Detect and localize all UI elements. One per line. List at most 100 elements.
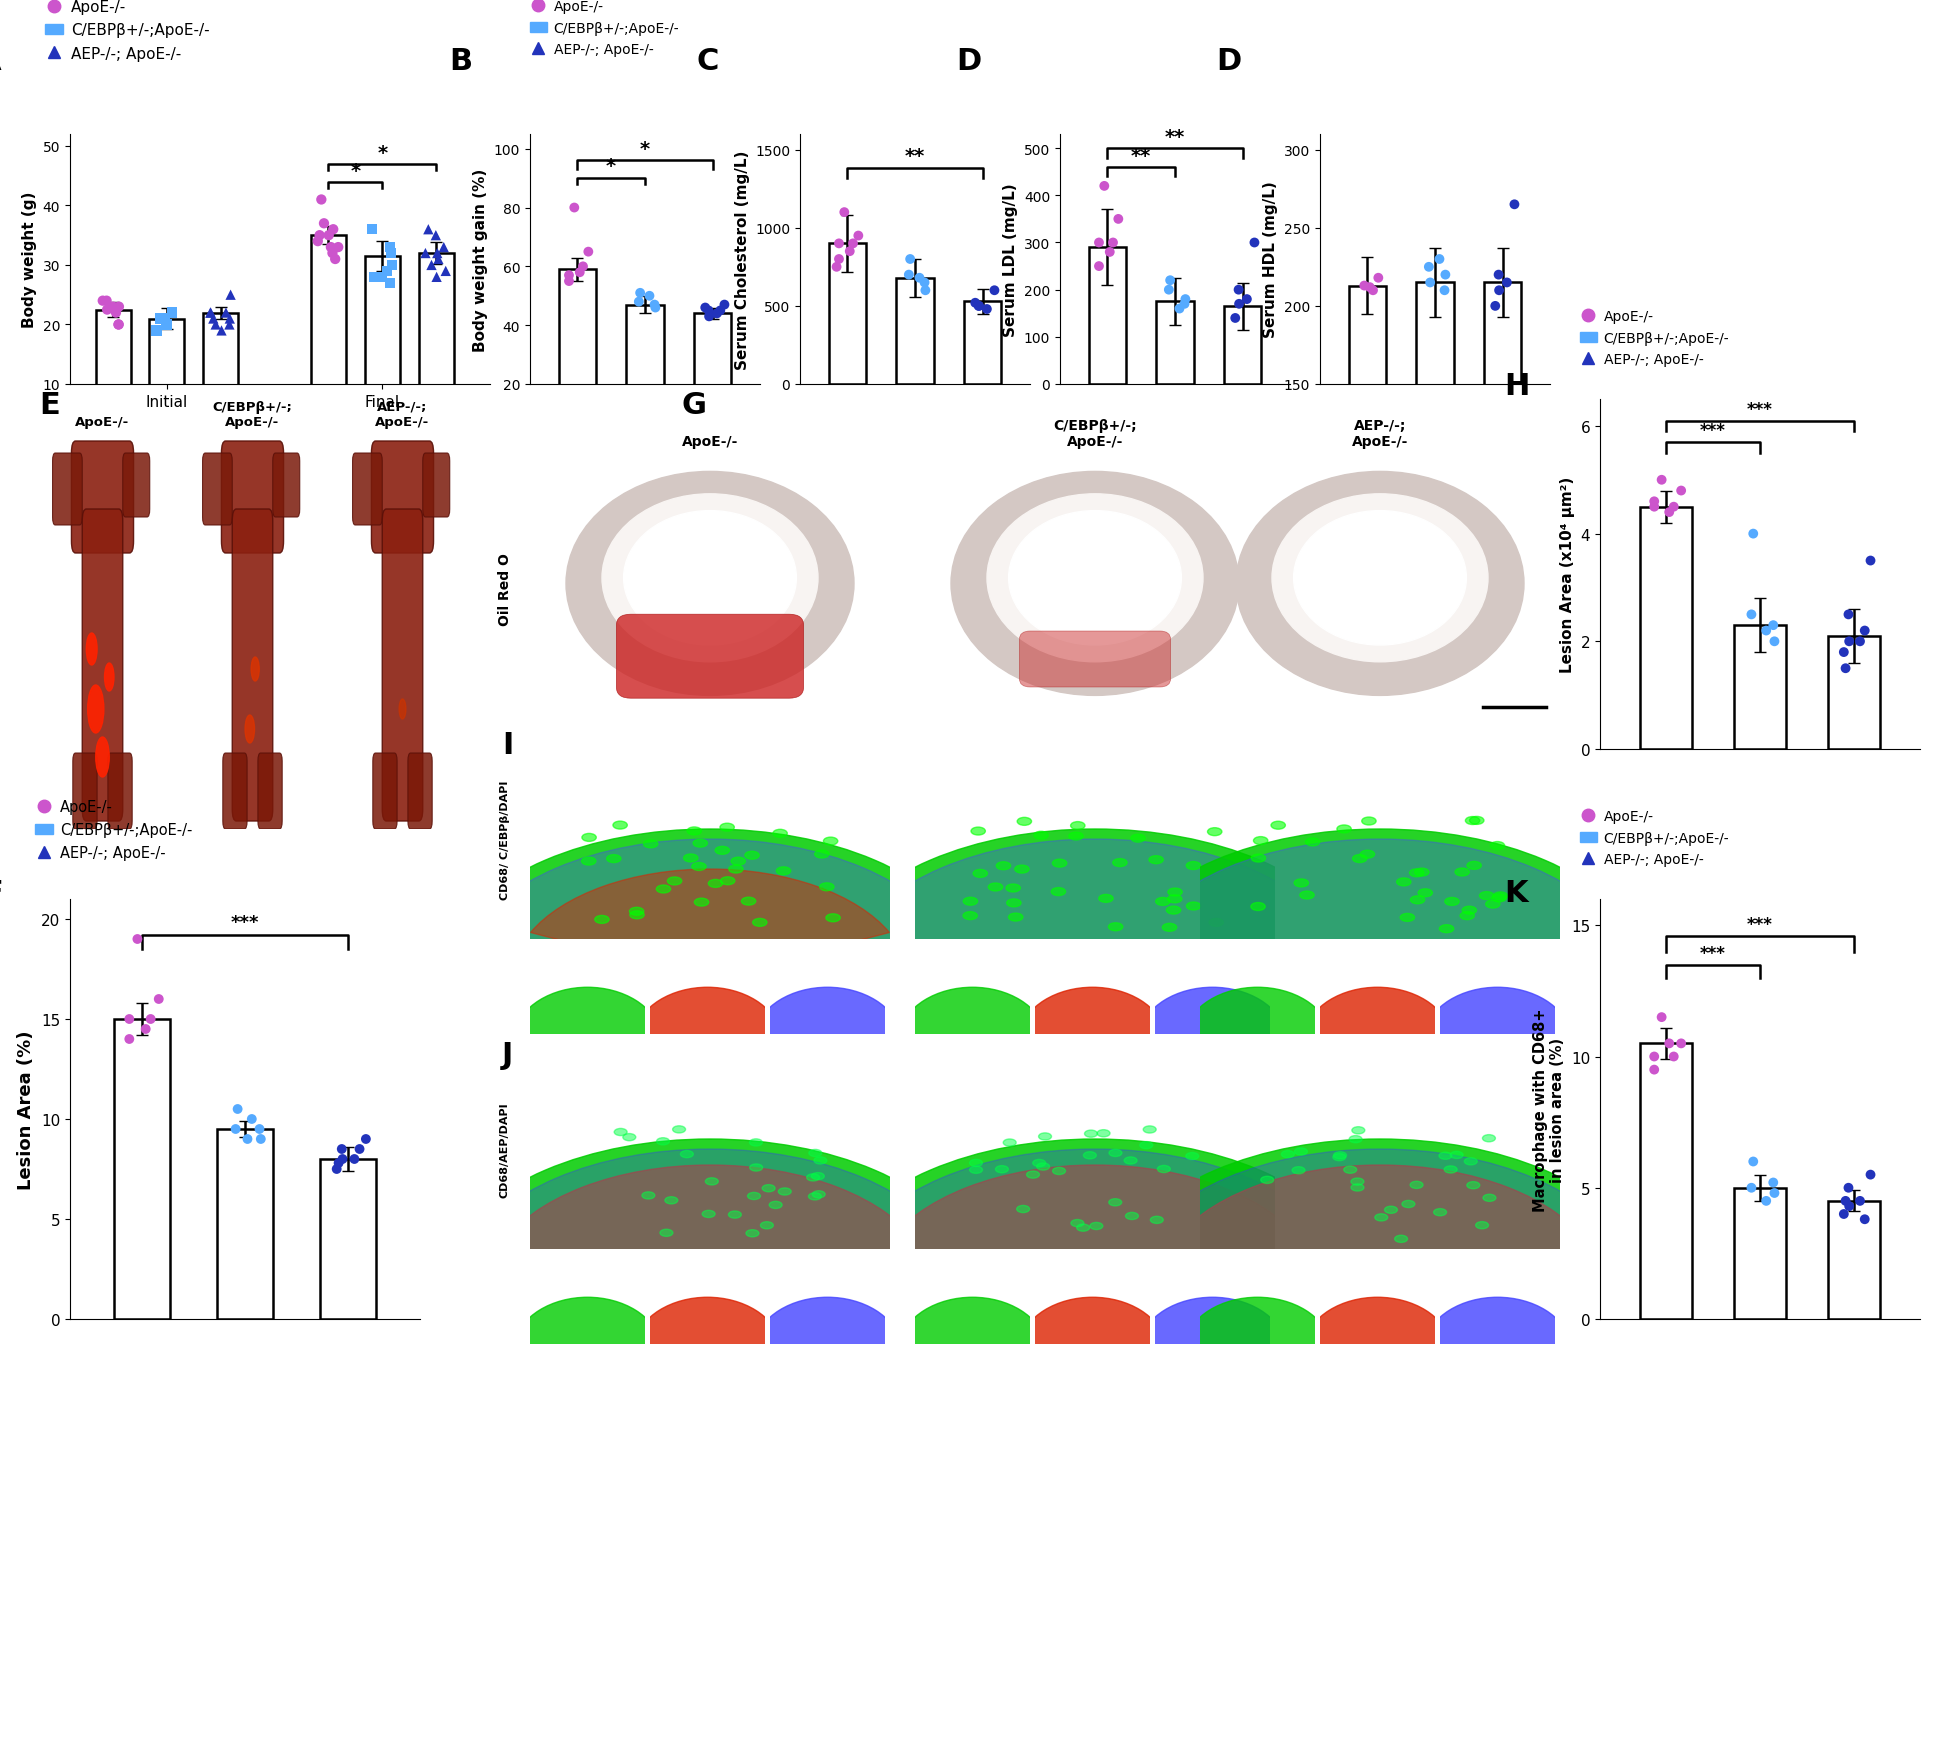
Circle shape bbox=[623, 511, 796, 645]
Point bbox=[564, 259, 595, 287]
Wedge shape bbox=[835, 1139, 1356, 1289]
Circle shape bbox=[1251, 903, 1265, 911]
Point bbox=[323, 1149, 354, 1177]
Circle shape bbox=[656, 1137, 669, 1146]
Y-axis label: Macrophage with CD68+
in lesion area (%): Macrophage with CD68+ in lesion area (%) bbox=[1533, 1007, 1565, 1210]
Circle shape bbox=[1409, 870, 1424, 876]
Circle shape bbox=[720, 824, 734, 831]
Point bbox=[416, 252, 448, 280]
Circle shape bbox=[1271, 823, 1286, 830]
FancyBboxPatch shape bbox=[107, 753, 132, 830]
FancyBboxPatch shape bbox=[222, 442, 284, 553]
Point bbox=[422, 245, 453, 273]
Circle shape bbox=[1016, 1205, 1029, 1212]
Legend: ApoE-/-, C/EBPβ+/-;ApoE-/-, AEP-/-; ApoE-/-: ApoE-/-, C/EBPβ+/-;ApoE-/-, AEP-/-; ApoE… bbox=[529, 0, 679, 57]
Circle shape bbox=[615, 1129, 627, 1136]
Circle shape bbox=[1351, 1179, 1364, 1186]
Circle shape bbox=[1444, 1167, 1458, 1174]
Point bbox=[693, 303, 724, 330]
Circle shape bbox=[1168, 889, 1183, 897]
Circle shape bbox=[952, 471, 1240, 696]
Point bbox=[1833, 602, 1864, 630]
Circle shape bbox=[1469, 817, 1485, 824]
Bar bbox=[319, 1160, 376, 1320]
Point bbox=[302, 228, 333, 256]
Point bbox=[358, 264, 389, 292]
Circle shape bbox=[1463, 1158, 1477, 1165]
Wedge shape bbox=[514, 1297, 662, 1353]
Wedge shape bbox=[852, 1149, 1339, 1289]
Point bbox=[1855, 1162, 1886, 1189]
Wedge shape bbox=[450, 1139, 971, 1289]
Point bbox=[835, 238, 866, 266]
Circle shape bbox=[693, 840, 708, 847]
Point bbox=[1845, 628, 1876, 656]
Bar bbox=[1156, 303, 1193, 384]
Point bbox=[1479, 292, 1510, 320]
Point bbox=[837, 230, 868, 257]
Point bbox=[1498, 191, 1530, 219]
Circle shape bbox=[1168, 896, 1181, 903]
Circle shape bbox=[1444, 897, 1460, 906]
Text: H: H bbox=[1504, 372, 1530, 400]
Wedge shape bbox=[500, 1165, 920, 1289]
Point bbox=[1354, 275, 1386, 303]
Circle shape bbox=[1099, 896, 1113, 903]
Point bbox=[893, 261, 924, 289]
Wedge shape bbox=[1304, 1297, 1452, 1353]
Circle shape bbox=[681, 1151, 693, 1158]
Point bbox=[422, 240, 453, 268]
Circle shape bbox=[704, 1177, 718, 1186]
Point bbox=[1845, 1188, 1876, 1216]
Circle shape bbox=[1142, 1127, 1156, 1134]
FancyBboxPatch shape bbox=[409, 753, 432, 830]
Point bbox=[1849, 617, 1880, 645]
Point bbox=[200, 311, 232, 339]
Point bbox=[1220, 304, 1251, 332]
Point bbox=[88, 287, 119, 315]
Circle shape bbox=[1006, 899, 1022, 908]
Point bbox=[1094, 238, 1125, 266]
Circle shape bbox=[1352, 856, 1366, 863]
Point bbox=[1430, 261, 1461, 289]
Circle shape bbox=[1053, 859, 1066, 868]
Y-axis label: Serum HDL (mg/L): Serum HDL (mg/L) bbox=[1263, 181, 1279, 337]
Circle shape bbox=[1208, 828, 1222, 836]
Circle shape bbox=[1251, 854, 1265, 863]
Wedge shape bbox=[1183, 1297, 1331, 1353]
Wedge shape bbox=[753, 988, 901, 1043]
Circle shape bbox=[761, 1223, 773, 1229]
Circle shape bbox=[1362, 817, 1376, 826]
Point bbox=[572, 238, 603, 266]
Text: ***: *** bbox=[232, 913, 259, 932]
Circle shape bbox=[708, 880, 722, 889]
Circle shape bbox=[1467, 1183, 1479, 1189]
Point bbox=[123, 925, 154, 953]
Circle shape bbox=[996, 1165, 1008, 1174]
Point bbox=[195, 299, 226, 327]
Point bbox=[140, 316, 171, 344]
Circle shape bbox=[1349, 1136, 1362, 1143]
Text: D: D bbox=[957, 47, 981, 77]
Circle shape bbox=[815, 850, 829, 859]
Circle shape bbox=[769, 1202, 782, 1209]
Bar bbox=[1417, 283, 1454, 619]
Circle shape bbox=[1156, 897, 1170, 906]
Legend: ApoE-/-, C/EBPβ+/-;ApoE-/-, AEP-/-; ApoE-/-: ApoE-/-, C/EBPβ+/-;ApoE-/-, AEP-/-; ApoE… bbox=[1580, 810, 1730, 866]
Bar bbox=[113, 1019, 171, 1320]
Circle shape bbox=[1090, 1223, 1103, 1229]
Circle shape bbox=[1051, 889, 1066, 896]
Circle shape bbox=[629, 908, 644, 916]
Wedge shape bbox=[634, 1297, 780, 1353]
Text: D: D bbox=[1216, 47, 1242, 77]
Point bbox=[1658, 494, 1689, 522]
Point bbox=[1757, 612, 1788, 640]
Point bbox=[1751, 617, 1783, 645]
Circle shape bbox=[808, 1174, 819, 1181]
Text: ***: *** bbox=[1701, 423, 1726, 440]
Point bbox=[101, 299, 132, 327]
Point bbox=[1833, 1193, 1864, 1221]
Circle shape bbox=[989, 883, 1002, 892]
Text: ***: *** bbox=[1701, 944, 1726, 962]
Bar bbox=[1827, 1202, 1880, 1320]
